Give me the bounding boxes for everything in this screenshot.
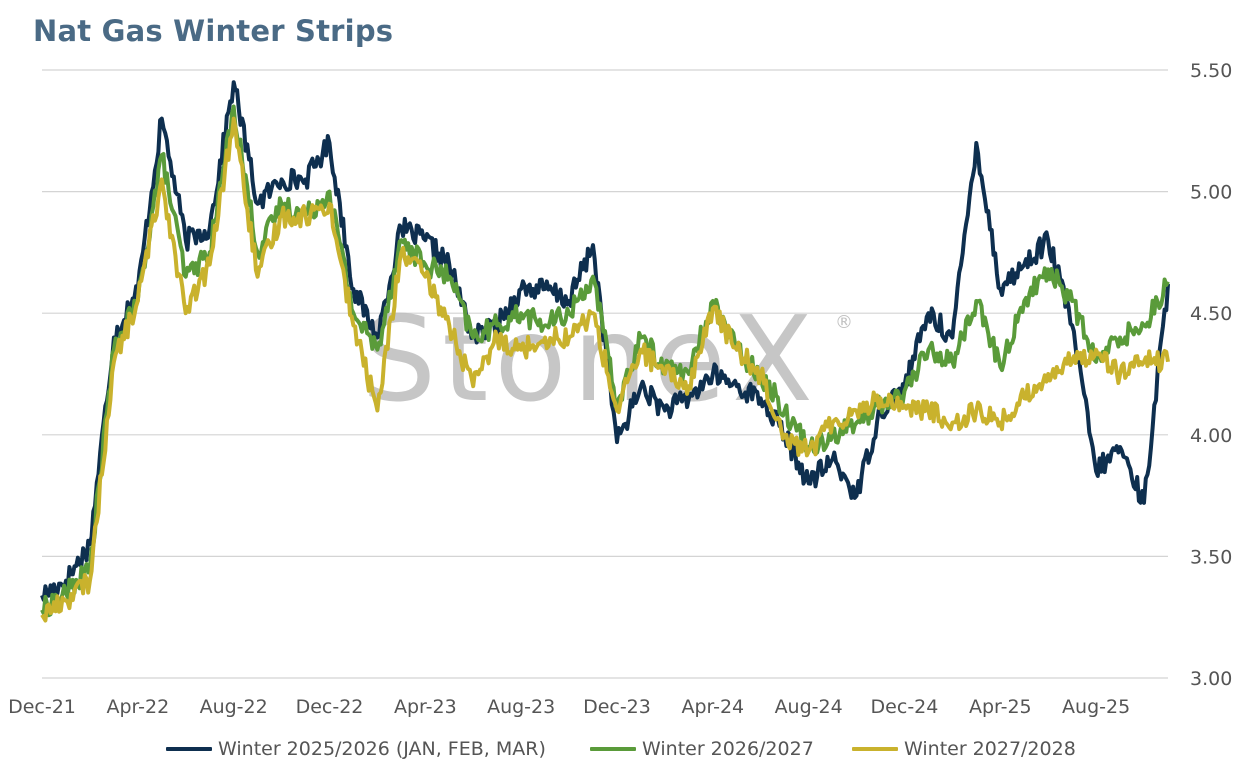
legend-item-w2728: Winter 2027/2028 xyxy=(852,738,1076,760)
series-line-2 xyxy=(40,116,1170,623)
legend-label-w2728: Winter 2027/2028 xyxy=(904,738,1076,760)
x-tick-label: Dec-21 xyxy=(8,696,76,718)
chart-title: Nat Gas Winter Strips xyxy=(33,14,394,48)
x-tick-label: Apr-24 xyxy=(681,696,744,718)
legend: Winter 2025/2026 (JAN, FEB, MAR) Winter … xyxy=(0,738,1241,766)
x-axis-ticks: Dec-21 Apr-22 Aug-22 Dec-22 Apr-23 Aug-23 Dec-… xyxy=(8,696,1130,718)
legend-item-w2526: Winter 2025/2026 (JAN, FEB, MAR) xyxy=(166,738,546,760)
legend-swatch-w2728 xyxy=(852,747,898,751)
y-tick-label: 5.50 xyxy=(1190,60,1232,82)
x-tick-label: Dec-22 xyxy=(296,696,364,718)
x-tick-label: Aug-24 xyxy=(775,696,843,718)
watermark-text: StoneX xyxy=(361,290,819,428)
x-tick-label: Aug-25 xyxy=(1062,696,1130,718)
x-tick-label: Apr-25 xyxy=(969,696,1032,718)
legend-label-w2627: Winter 2026/2027 xyxy=(642,738,814,760)
y-axis-ticks: 5.50 5.00 4.50 4.00 3.50 3.00 xyxy=(1190,60,1232,690)
y-tick-label: 4.00 xyxy=(1190,425,1232,447)
series-line-1 xyxy=(40,104,1170,618)
legend-label-w2526: Winter 2025/2026 (JAN, FEB, MAR) xyxy=(218,738,546,760)
y-tick-label: 4.50 xyxy=(1190,303,1232,325)
x-tick-label: Dec-23 xyxy=(583,696,651,718)
x-tick-label: Apr-22 xyxy=(106,696,169,718)
series-lines xyxy=(40,80,1170,623)
legend-swatch-w2526 xyxy=(166,747,212,751)
y-tick-label: 3.50 xyxy=(1190,546,1232,568)
x-tick-label: Aug-22 xyxy=(200,696,268,718)
grid-lines xyxy=(42,69,1168,679)
legend-swatch-w2627 xyxy=(590,747,636,751)
watermark: StoneX ® xyxy=(361,290,853,428)
watermark-registered: ® xyxy=(835,312,853,333)
x-tick-label: Aug-23 xyxy=(487,696,555,718)
y-tick-label: 5.00 xyxy=(1190,182,1232,204)
y-tick-label: 3.00 xyxy=(1190,668,1232,690)
x-tick-label: Dec-24 xyxy=(871,696,939,718)
x-tick-label: Apr-23 xyxy=(394,696,457,718)
legend-item-w2627: Winter 2026/2027 xyxy=(590,738,814,760)
